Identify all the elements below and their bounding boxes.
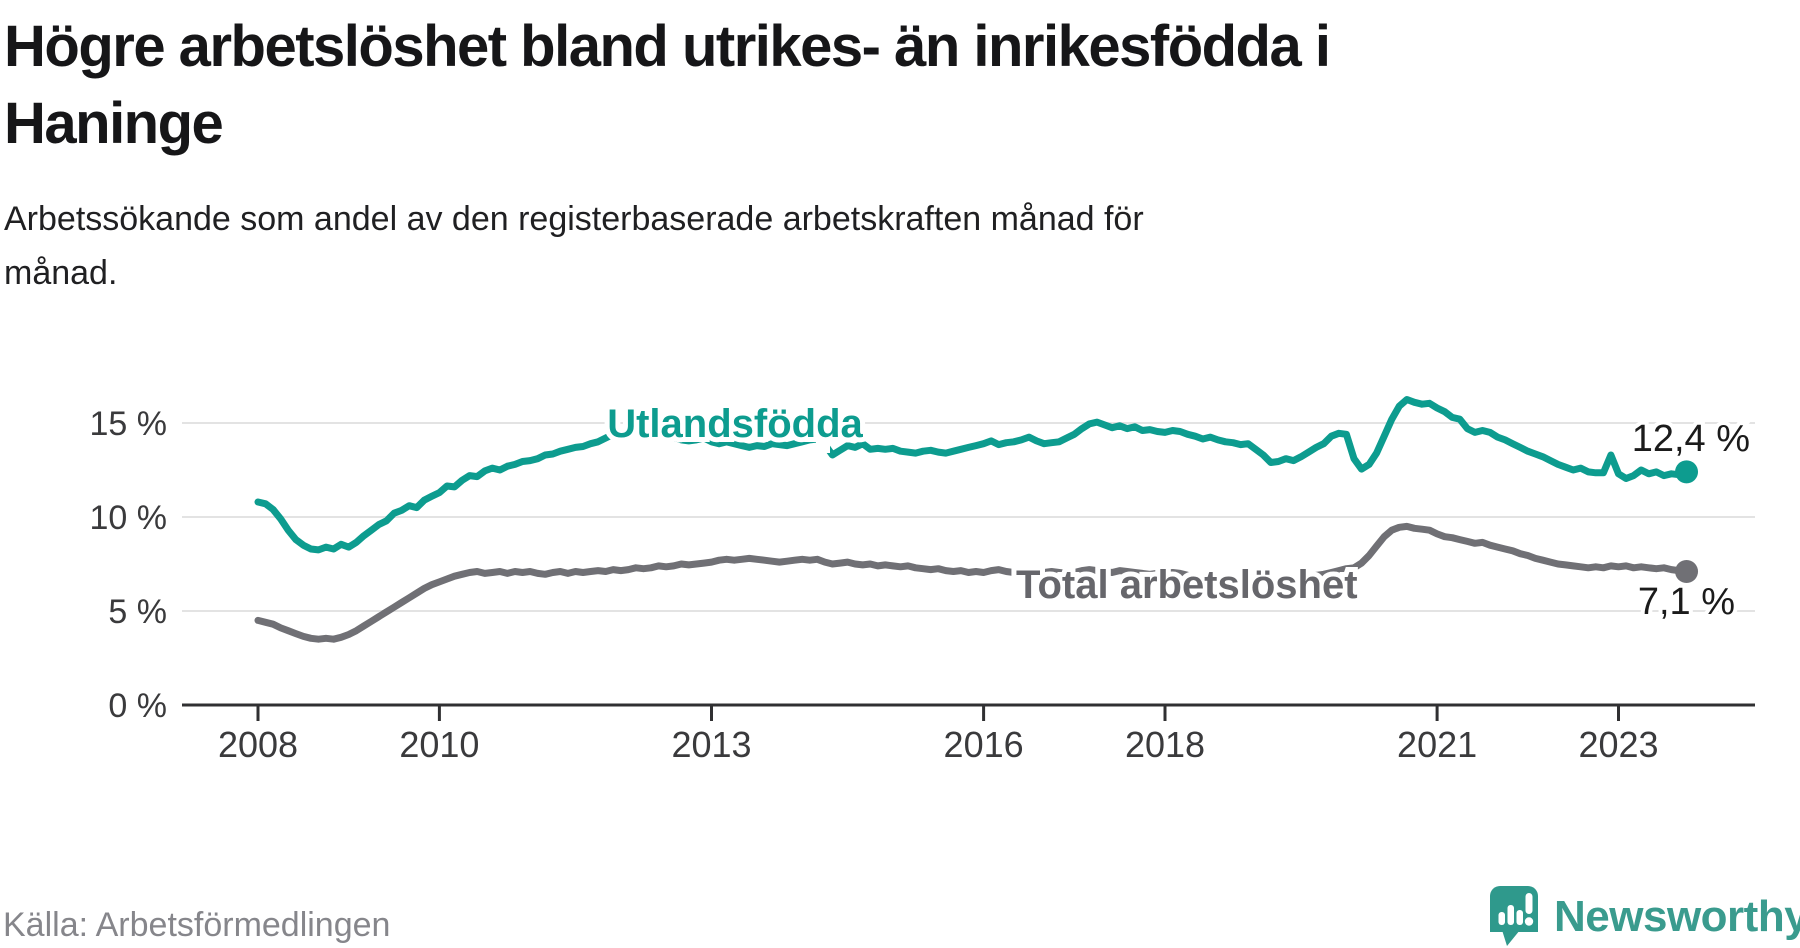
series-end-dot-1	[1675, 460, 1699, 484]
newsworthy-logo-icon	[1490, 886, 1538, 946]
latest-value-label-0: 7,1 %	[1638, 581, 1735, 623]
series-break-gap	[816, 430, 830, 453]
x-tick-label-2013: 2013	[671, 724, 751, 765]
newsworthy-wordmark: Newsworthy	[1554, 892, 1800, 941]
series-label-0: Total arbetslöshet	[1016, 563, 1358, 607]
chart-subtitle-line1: Arbetssökande som andel av den registerb…	[4, 200, 1144, 238]
y-tick-label-5: 5 %	[108, 593, 167, 631]
y-tick-label-15: 15 %	[90, 405, 168, 443]
logo-bar-3	[1516, 910, 1523, 925]
newsworthy-branding: Newsworthy	[1490, 886, 1800, 948]
logo-speech-tail	[1502, 930, 1520, 946]
series-end-dot-0	[1675, 560, 1699, 584]
latest-value-label-1: 12,4 %	[1632, 418, 1750, 460]
x-tick-label-2018: 2018	[1125, 724, 1205, 765]
x-tick-label-2023: 2023	[1578, 724, 1658, 765]
chart-title-line2: Haninge	[4, 91, 224, 156]
series-label-1: Utlandsfödda	[607, 402, 863, 446]
x-tick-label-2021: 2021	[1397, 724, 1477, 765]
chart-subtitle: Arbetssökande som andel av den registerb…	[4, 192, 1454, 300]
series-line-1-seg1	[821, 396, 1690, 482]
series-line-1-seg0	[254, 428, 821, 554]
y-tick-label-10: 10 %	[90, 499, 168, 537]
chart-title-line1: Högre arbetslöshet bland utrikes- än inr…	[4, 14, 1331, 79]
x-tick-label-2016: 2016	[944, 724, 1024, 765]
chart-title: Högre arbetslöshet bland utrikes- än inr…	[4, 8, 1564, 162]
y-tick-label-0: 0 %	[108, 687, 167, 725]
x-tick-label-2010: 2010	[399, 724, 479, 765]
logo-exclamation-dot	[1524, 917, 1534, 926]
chart-subtitle-line2: månad.	[4, 254, 118, 292]
logo-bar-1	[1498, 912, 1505, 925]
logo-exclamation-bar	[1525, 893, 1533, 914]
x-tick-label-2008: 2008	[218, 724, 298, 765]
source-note: Källa: Arbetsförmedlingen	[3, 906, 391, 944]
logo-bar-2	[1507, 905, 1514, 925]
series-line-0	[254, 522, 1690, 643]
